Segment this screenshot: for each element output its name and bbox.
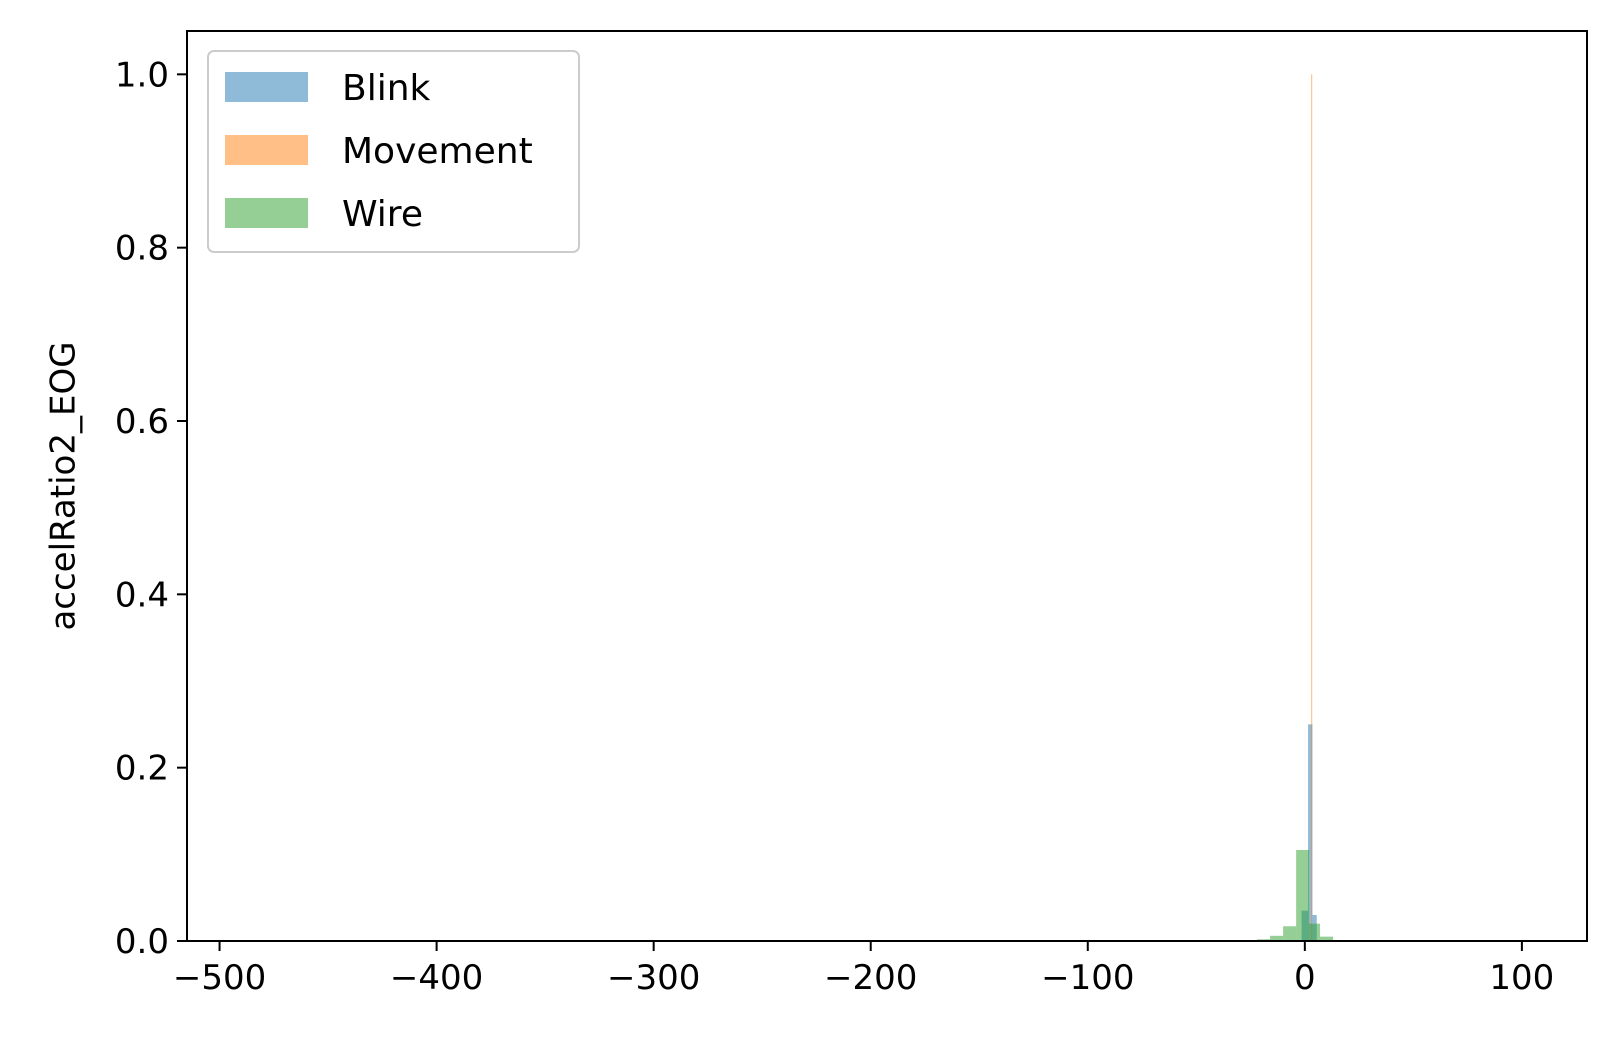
legend-label-wire: Wire	[342, 194, 423, 235]
bar-wire-5	[1309, 923, 1321, 941]
bar-movement-0	[1311, 74, 1313, 942]
x-tick-label: −500	[173, 958, 266, 998]
x-tick-label: 100	[1489, 958, 1554, 998]
y-tick-label: 0.6	[115, 402, 169, 442]
x-tick-label: −300	[607, 958, 700, 998]
bar-wire-4	[1296, 850, 1310, 941]
legend-swatch-wire	[225, 198, 308, 228]
series-wire	[1233, 850, 1383, 941]
series-movement	[1311, 74, 1313, 942]
x-tick-label: 0	[1294, 958, 1316, 998]
bar-blink-1	[1308, 724, 1313, 941]
plot-frame	[186, 30, 1588, 942]
bar-wire-3	[1283, 926, 1297, 941]
y-tick-label: 1.0	[115, 55, 169, 95]
y-axis-label: accelRatio2_EOG	[44, 341, 84, 630]
bars-layer	[1233, 74, 1383, 942]
legend-swatch-blink	[225, 72, 308, 102]
legend-entries: Blink Movement Wire	[225, 68, 533, 235]
y-tick-label: 0.2	[115, 749, 169, 789]
y-tick-label: 0.0	[115, 922, 169, 962]
x-axis-ticks: −500 −400 −300 −200 −100 0 100	[173, 941, 1554, 998]
x-tick-label: −100	[1041, 958, 1134, 998]
x-tick-label: −400	[390, 958, 483, 998]
legend-label-blink: Blink	[342, 68, 431, 109]
y-axis-ticks: 0.0 0.2 0.4 0.6 0.8 1.0	[115, 55, 187, 962]
legend-swatch-movement	[225, 135, 308, 165]
y-tick-label: 0.4	[115, 575, 169, 615]
bar-wire-2	[1270, 935, 1284, 941]
legend-label-movement: Movement	[342, 131, 533, 172]
y-tick-label: 0.8	[115, 229, 169, 269]
x-tick-label: −200	[824, 958, 917, 998]
bar-wire-6	[1320, 936, 1334, 941]
legend: Blink Movement Wire	[207, 50, 580, 253]
